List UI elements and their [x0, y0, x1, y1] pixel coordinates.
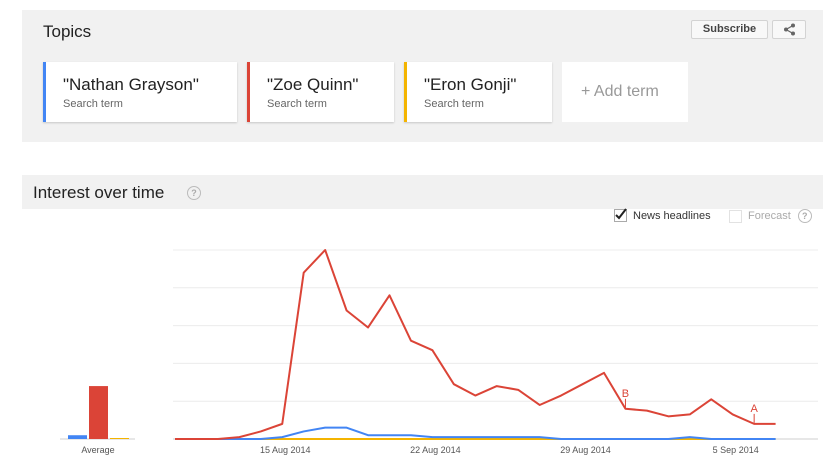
term-name: "Eron Gonji" — [424, 75, 517, 94]
average-bar — [89, 386, 108, 439]
forecast-toggle: Forecast ? — [729, 209, 812, 223]
annotation-label: B — [622, 388, 629, 400]
x-tick-label: 15 Aug 2014 — [260, 445, 311, 455]
news-headlines-label: News headlines — [633, 209, 711, 222]
term-name: "Zoe Quinn" — [267, 75, 359, 94]
term-color-bar — [247, 62, 250, 122]
term-type: Search term — [63, 98, 123, 110]
news-headlines-checkbox[interactable] — [614, 208, 627, 222]
help-icon[interactable]: ? — [187, 186, 201, 200]
share-button[interactable] — [772, 20, 806, 39]
series-line — [175, 426, 776, 440]
interest-title: Interest over time — [33, 183, 165, 202]
term-card-nathan-grayson[interactable]: "Nathan Grayson" Search term — [43, 62, 237, 122]
x-tick-label: 29 Aug 2014 — [560, 445, 611, 455]
interest-header: Interest over time ? — [22, 175, 823, 209]
checkmark-icon — [615, 208, 627, 220]
topics-title: Topics — [43, 22, 92, 41]
news-headlines-toggle[interactable]: News headlines — [614, 208, 711, 222]
forecast-help-icon[interactable]: ? — [797, 209, 812, 223]
average-bar — [68, 435, 87, 439]
interest-chart: Average 15 Aug 2014 22 Aug 2014 29 Aug 2014… — [60, 249, 818, 455]
term-color-bar — [404, 62, 407, 122]
add-term-button[interactable]: + Add term — [562, 62, 688, 122]
x-tick-label: 5 Sep 2014 — [713, 445, 759, 455]
series-line — [175, 249, 776, 440]
topics-panel: Topics Subscribe "Nathan Grayson" Search… — [22, 10, 823, 142]
forecast-label: Forecast — [748, 210, 791, 222]
term-card-eron-gonji[interactable]: "Eron Gonji" Search term — [404, 62, 552, 122]
term-card-zoe-quinn[interactable]: "Zoe Quinn" Search term — [247, 62, 394, 122]
term-name: "Nathan Grayson" — [63, 75, 199, 94]
term-color-bar — [43, 62, 46, 122]
subscribe-button[interactable]: Subscribe — [691, 20, 768, 39]
average-bar — [110, 438, 129, 439]
forecast-checkbox — [729, 209, 742, 223]
term-type: Search term — [267, 98, 327, 110]
x-tick-label: 22 Aug 2014 — [410, 445, 461, 455]
term-type: Search term — [424, 98, 484, 110]
average-label: Average — [81, 445, 114, 455]
share-icon — [784, 23, 795, 36]
annotation-label: A — [750, 403, 758, 415]
